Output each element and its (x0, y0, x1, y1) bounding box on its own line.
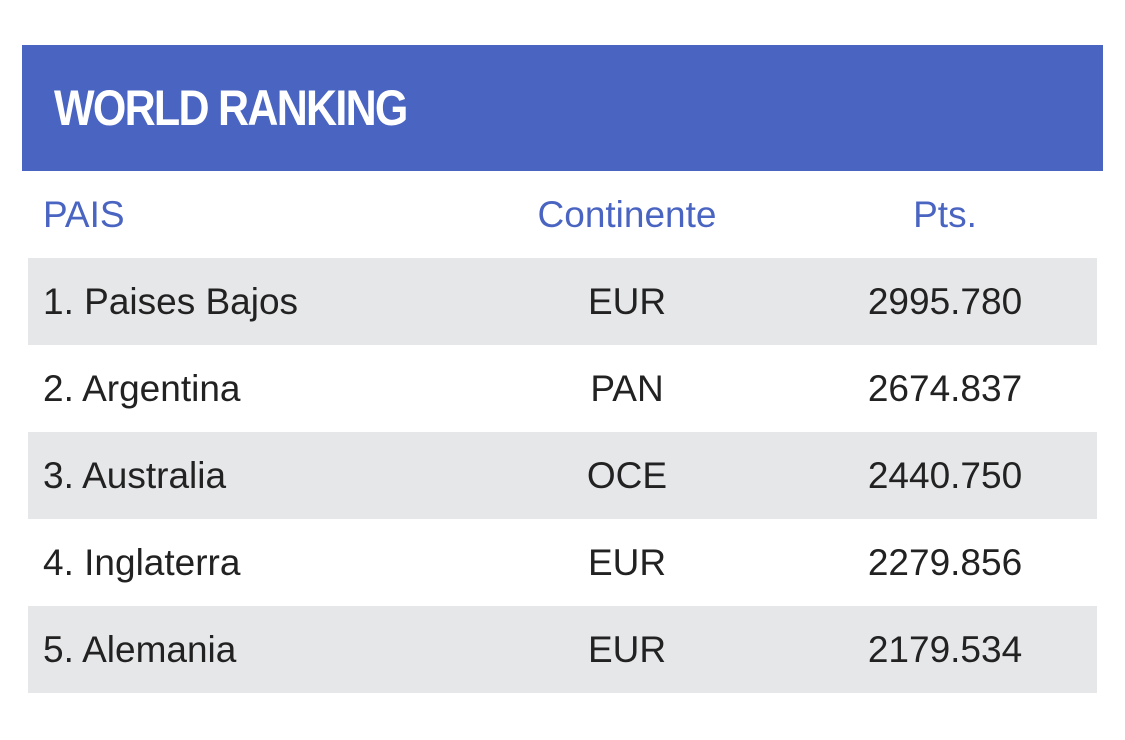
row-continent: EUR (587, 628, 667, 670)
row-points: 2440.750 (867, 454, 1023, 496)
ranking-rows: 1. Paises Bajos EUR 2995.780 2. Argentin… (28, 258, 1097, 693)
row-country: 2. Argentina (43, 367, 241, 409)
ranking-header: WORLD RANKING (22, 45, 1103, 171)
row-points: 2674.837 (867, 367, 1023, 409)
column-headers: PAIS Continente Pts. (22, 171, 1103, 258)
row-country: 5. Alemania (43, 628, 237, 670)
row-country: 4. Inglaterra (43, 541, 241, 583)
world-ranking-widget: WORLD RANKING PAIS Continente Pts. 1. Pa… (22, 45, 1103, 693)
row-points: 2179.534 (867, 628, 1023, 670)
row-continent: EUR (587, 280, 667, 322)
row-continent: PAN (590, 367, 664, 409)
row-country: 3. Australia (43, 454, 227, 496)
row-continent: OCE (586, 454, 668, 496)
row-continent: EUR (587, 541, 667, 583)
row-points: 2995.780 (867, 280, 1023, 322)
column-header-country: PAIS (43, 193, 125, 235)
row-points: 2279.856 (867, 541, 1023, 583)
row-country: 1. Paises Bajos (43, 280, 299, 322)
table-row: 5. Alemania EUR 2179.534 (28, 606, 1097, 693)
table-row: 2. Argentina PAN 2674.837 (28, 345, 1097, 432)
table-row: 3. Australia OCE 2440.750 (28, 432, 1097, 519)
table-row: 4. Inglaterra EUR 2279.856 (28, 519, 1097, 606)
ranking-title: WORLD RANKING (54, 80, 408, 136)
column-header-continent: Continente (537, 193, 717, 235)
column-header-points: Pts. (913, 193, 977, 235)
table-row: 1. Paises Bajos EUR 2995.780 (28, 258, 1097, 345)
